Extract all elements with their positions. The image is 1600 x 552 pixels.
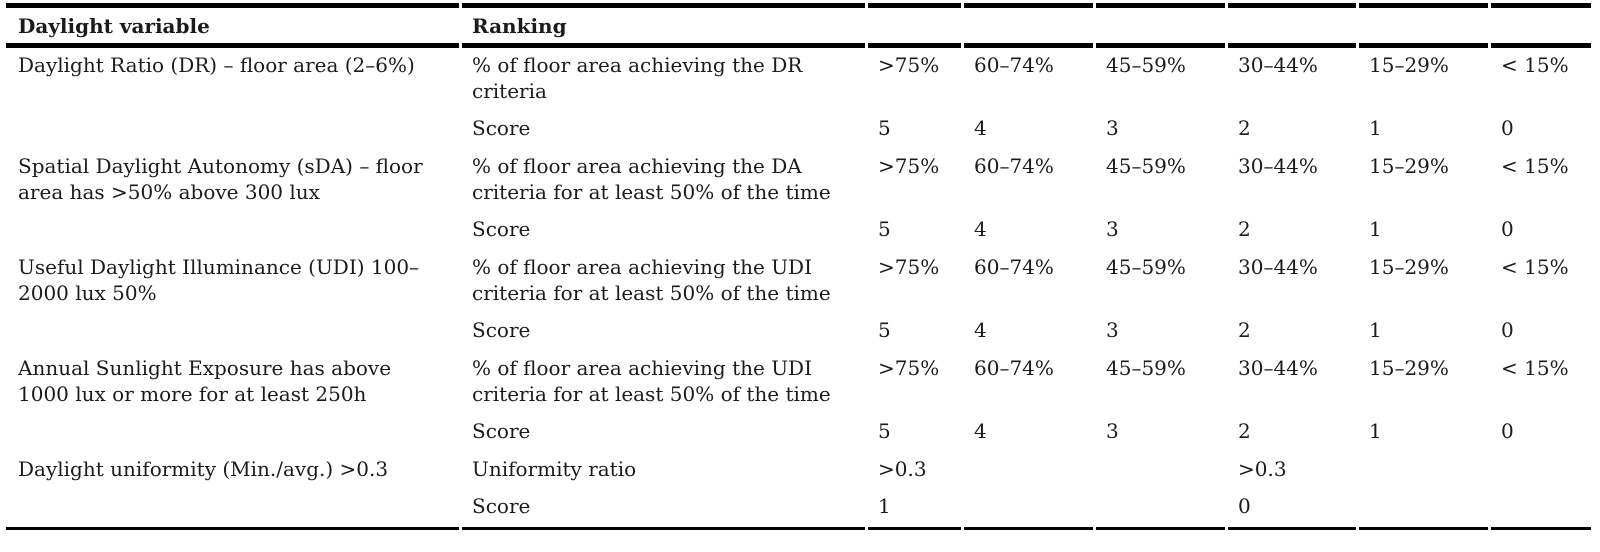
score-cell: 4 [974,116,987,140]
column-header-spacer [1491,3,1591,48]
score-row: Score 1 0 [6,488,1591,530]
score-cell: 3 [1106,116,1119,140]
score-row: Score 5 4 3 2 1 0 [6,110,1591,149]
score-cell: 4 [974,318,987,342]
range-cell [964,452,1093,488]
column-header-spacer [868,3,961,48]
range-cell: >75% [878,154,940,178]
range-cell: 15–29% [1369,356,1449,380]
range-cell: 60–74% [974,356,1054,380]
range-cell: 30–44% [1238,356,1318,380]
criteria-cell: % of floor area achieving the DA criteri… [472,154,831,204]
variable-row: Daylight uniformity (Min./avg.) >0.3 Uni… [6,452,1591,530]
score-cell: 0 [1501,217,1514,241]
score-row: Score 5 4 3 2 1 0 [6,312,1591,351]
score-cell: 2 [1238,318,1251,342]
range-cell: 45–59% [1106,154,1186,178]
score-cell: 2 [1238,217,1251,241]
range-cell: < 15% [1501,255,1569,279]
column-header-spacer [1359,3,1488,48]
range-cell: 60–74% [974,154,1054,178]
range-cell: 15–29% [1369,154,1449,178]
score-label-cell: Score [472,217,531,241]
range-cell: >0.3 [878,457,927,481]
score-cell: 3 [1106,419,1119,443]
variable-row: Useful Daylight Illuminance (UDI) 100– 2… [6,250,1591,312]
range-cell: 45–59% [1106,255,1186,279]
range-cell: 60–74% [974,53,1054,77]
score-label-cell: Score [472,419,531,443]
range-cell [1359,452,1488,488]
daylight-ranking-table: Daylight variable Ranking Daylight Ratio… [3,3,1594,530]
score-cell: 1 [1369,116,1382,140]
range-cell: 30–44% [1238,154,1318,178]
variable-row: Spatial Daylight Autonomy (sDA) – floor … [6,149,1591,211]
score-cell: 0 [1501,419,1514,443]
variable-row: Daylight Ratio (DR) – floor area (2–6%) … [6,48,1591,110]
score-cell: 0 [1228,488,1356,530]
range-cell: 30–44% [1238,255,1318,279]
column-header-spacer [964,3,1093,48]
score-label-cell: Score [472,318,531,342]
score-cell [1491,488,1591,530]
column-header-spacer [1096,3,1225,48]
score-cell: 1 [1369,217,1382,241]
score-cell: 3 [1106,217,1119,241]
header-row: Daylight variable Ranking [6,3,1591,48]
range-cell: 30–44% [1238,53,1318,77]
score-cell: 4 [974,217,987,241]
variable-row: Annual Sunlight Exposure has above 1000 … [6,351,1591,413]
score-label-cell: Score [462,488,865,530]
score-cell: 4 [974,419,987,443]
range-cell: >75% [878,255,940,279]
range-cell: >75% [878,356,940,380]
range-cell: < 15% [1501,154,1569,178]
score-cell: 5 [878,318,891,342]
score-cell: 0 [1501,318,1514,342]
range-cell: < 15% [1501,356,1569,380]
range-cell: 45–59% [1106,356,1186,380]
range-cell: 60–74% [974,255,1054,279]
column-header-spacer [1228,3,1356,48]
criteria-cell: Uniformity ratio [472,457,637,481]
score-cell: 1 [1369,419,1382,443]
range-cell [1096,452,1225,488]
criteria-cell: % of floor area achieving the UDI criter… [472,255,831,305]
variable-cell: Daylight Ratio (DR) – floor area (2–6%) [18,53,415,77]
variable-cell: Spatial Daylight Autonomy (sDA) – floor … [18,154,423,204]
variable-cell: Useful Daylight Illuminance (UDI) 100– 2… [18,255,420,305]
range-cell: >75% [878,53,940,77]
score-row: Score 5 4 3 2 1 0 [6,211,1591,250]
range-cell: >0.3 [1238,457,1287,481]
variable-cell: Daylight uniformity (Min./avg.) >0.3 [6,452,459,530]
score-cell: 5 [878,217,891,241]
column-header-daylight-variable: Daylight variable [6,3,459,48]
criteria-cell: % of floor area achieving the UDI criter… [472,356,831,406]
criteria-cell: % of floor area achieving the DR criteri… [472,53,803,103]
score-cell: 3 [1106,318,1119,342]
range-cell: 45–59% [1106,53,1186,77]
range-cell [1491,452,1591,488]
score-cell [1096,488,1225,530]
score-cell [1359,488,1488,530]
score-cell: 1 [1369,318,1382,342]
score-cell: 2 [1238,419,1251,443]
variable-cell: Annual Sunlight Exposure has above 1000 … [18,356,392,406]
range-cell: 15–29% [1369,255,1449,279]
score-cell: 5 [878,419,891,443]
score-cell: 5 [878,116,891,140]
column-header-ranking: Ranking [462,3,865,48]
score-cell: 1 [868,488,961,530]
score-cell: 0 [1501,116,1514,140]
score-cell [964,488,1093,530]
score-row: Score 5 4 3 2 1 0 [6,413,1591,452]
score-cell: 2 [1238,116,1251,140]
score-label-cell: Score [472,116,531,140]
range-cell: 15–29% [1369,53,1449,77]
range-cell: < 15% [1501,53,1569,77]
